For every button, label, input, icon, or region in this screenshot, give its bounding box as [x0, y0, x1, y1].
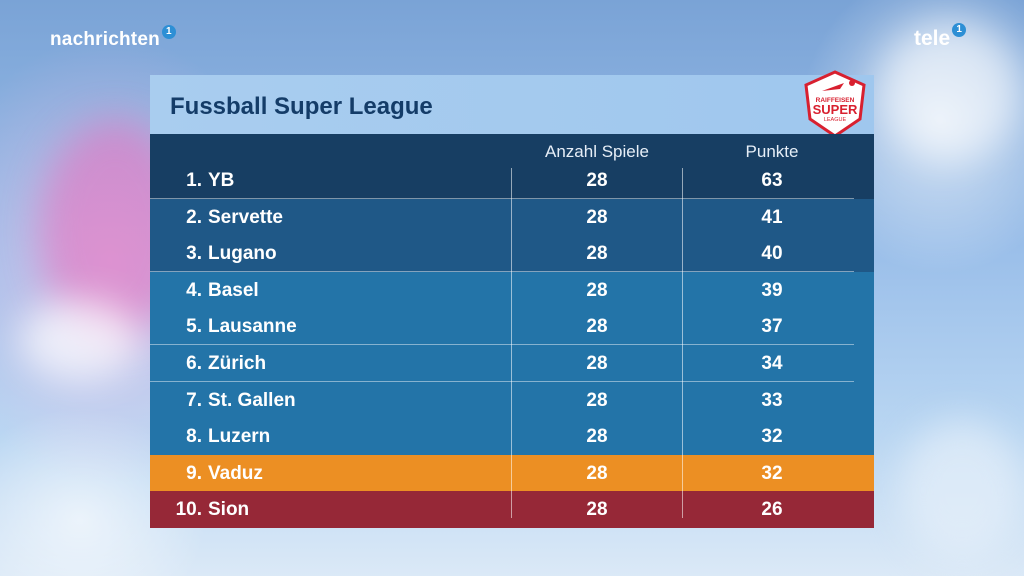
points: 37 — [761, 316, 783, 338]
rank-team-cell: 1. YB — [150, 170, 510, 192]
row-separator — [150, 344, 854, 346]
rank-team-cell: 2. Servette — [150, 207, 510, 229]
games-played: 28 — [586, 426, 608, 448]
games-played: 28 — [586, 389, 608, 411]
points: 26 — [761, 499, 783, 521]
channel-logo-right: tele 1 — [914, 23, 967, 51]
row-separator — [150, 307, 854, 309]
channel-badge-right: 1 — [952, 23, 967, 37]
channel-logo-left: nachrichten 1 — [50, 25, 176, 51]
rank: 4. — [186, 279, 202, 301]
table-title-bar: Fussball Super League — [150, 75, 874, 134]
logo-line3: LEAGUE — [824, 117, 847, 123]
rank-team-cell: 6. Zürich — [150, 353, 510, 375]
rank: 1. — [186, 170, 202, 191]
background-blur-white-2 — [880, 20, 1020, 160]
table-row: 9. Vaduz 28 32 — [150, 454, 874, 492]
rank: 3. — [186, 243, 202, 265]
rank-team-cell: 7. St. Gallen — [150, 390, 510, 412]
points: 39 — [761, 279, 783, 301]
table-title: Fussball Super League — [170, 93, 433, 120]
channel-name-right: tele — [914, 27, 951, 50]
rank: 6. — [186, 353, 202, 374]
table-row: 2. Servette 28 41 — [150, 198, 874, 236]
row-separator — [150, 271, 854, 273]
team-name: Luzern — [208, 426, 271, 448]
logo-line1: RAIFFEISEN — [816, 97, 855, 104]
column-divider-2 — [682, 168, 683, 518]
rank-team-cell: 5. Lausanne — [150, 316, 510, 338]
rank-team-cell: 9. Vaduz — [150, 463, 510, 485]
table-row: 8. Luzern 28 32 — [150, 418, 874, 456]
rank: 2. — [186, 206, 202, 228]
rank: 8. — [186, 426, 202, 448]
rank-team-cell: 4. Basel — [150, 280, 510, 302]
league-table: Fussball Super League RAIFFEISEN SUPER L… — [150, 70, 874, 529]
games-played: 28 — [586, 499, 608, 521]
games-played: 28 — [586, 462, 608, 484]
points: 33 — [761, 389, 783, 411]
channel-badge: 1 — [161, 25, 176, 39]
table-row: 10. Sion 28 26 — [150, 491, 874, 529]
rank-team-cell: 3. Lugano — [150, 243, 510, 265]
games-played: 28 — [586, 206, 608, 228]
team-name: Sion — [208, 499, 250, 521]
rank: 5. — [186, 316, 202, 338]
points: 40 — [761, 243, 783, 265]
background-blur-light — [900, 420, 1024, 560]
rank: 10. — [175, 499, 202, 521]
team-name: Servette — [208, 206, 283, 228]
team-name: St. Gallen — [208, 389, 296, 411]
table-row: 4. Basel 28 39 — [150, 271, 874, 309]
column-divider-1 — [511, 168, 512, 518]
table-header-row: Anzahl Spiele Punkte — [150, 134, 874, 162]
points: 63 — [761, 170, 783, 191]
table-row: 7. St. Gallen 28 33 — [150, 381, 874, 419]
header-games: Anzahl Spiele — [545, 142, 649, 161]
team-name: Vaduz — [208, 462, 263, 484]
points: 32 — [761, 426, 783, 448]
row-separator — [150, 417, 854, 419]
rank: 7. — [186, 389, 202, 411]
games-played: 28 — [586, 353, 608, 374]
games-played: 28 — [586, 316, 608, 338]
points: 41 — [761, 206, 783, 228]
row-separator — [150, 381, 854, 382]
channel-name: nachrichten — [50, 29, 160, 50]
games-played: 28 — [586, 170, 608, 191]
logo-line2: SUPER — [813, 102, 858, 117]
team-name: Lausanne — [208, 316, 297, 338]
team-name: YB — [208, 170, 235, 191]
row-separator — [150, 198, 854, 199]
team-name: Lugano — [208, 243, 277, 265]
rank-team-cell: 8. Luzern — [150, 426, 510, 448]
background-blur-white — [20, 300, 140, 380]
table-row: 3. Lugano 28 40 — [150, 235, 874, 273]
games-played: 28 — [586, 243, 608, 265]
header-points: Punkte — [745, 142, 799, 161]
team-name: Zürich — [208, 353, 267, 374]
super-league-logo-icon: RAIFFEISEN SUPER LEAGUE — [804, 70, 866, 138]
table-row: 1. YB 28 63 — [150, 162, 874, 199]
points: 34 — [761, 353, 783, 374]
team-name: Basel — [208, 279, 259, 301]
games-played: 28 — [586, 279, 608, 301]
rank: 9. — [186, 462, 202, 484]
table-row: 6. Zürich 28 34 — [150, 345, 874, 382]
row-separator — [150, 234, 854, 236]
table-row: 5. Lausanne 28 37 — [150, 308, 874, 346]
rank-team-cell: 10. Sion — [150, 499, 510, 521]
points: 32 — [761, 462, 783, 484]
